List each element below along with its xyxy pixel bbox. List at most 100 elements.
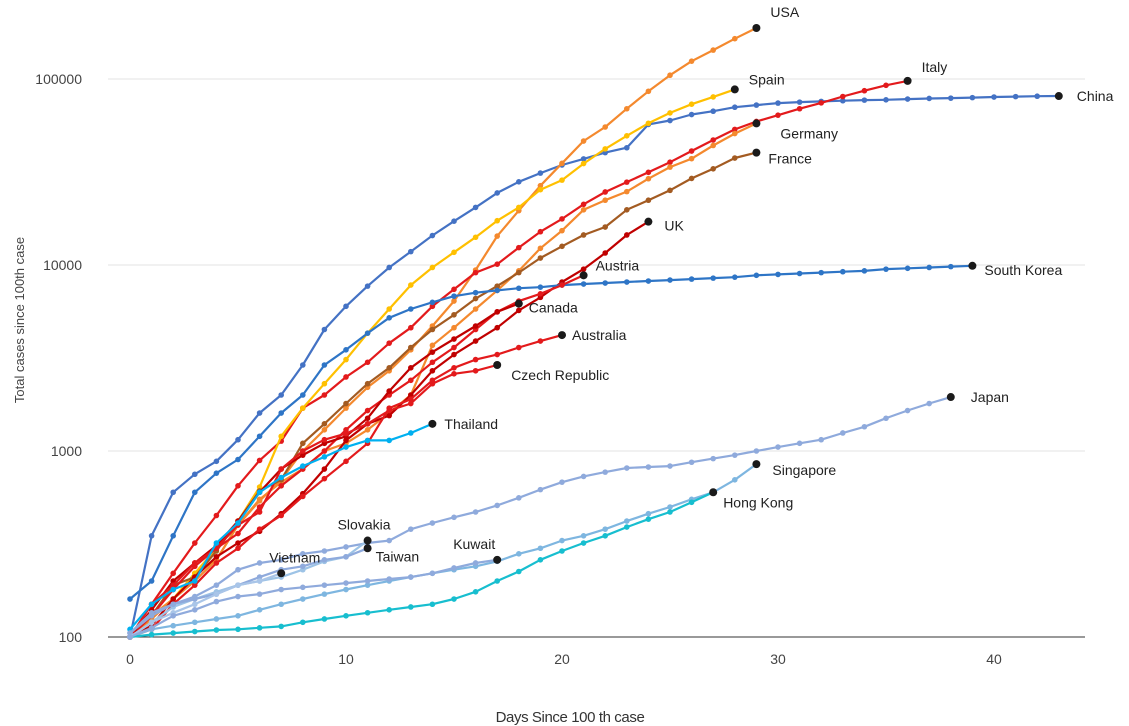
data-point	[516, 495, 522, 501]
data-point	[386, 315, 393, 321]
data-point	[710, 142, 716, 149]
data-point	[213, 470, 220, 476]
data-point	[364, 415, 371, 422]
data-point	[451, 286, 457, 293]
data-point	[148, 631, 155, 638]
data-point	[386, 264, 393, 271]
data-point	[645, 120, 652, 127]
data-point	[580, 156, 587, 162]
data-point	[408, 344, 414, 351]
data-point	[732, 35, 738, 42]
data-point	[753, 448, 760, 454]
data-point	[364, 427, 371, 433]
data-point	[321, 421, 328, 427]
data-point	[775, 271, 781, 278]
data-point	[300, 362, 306, 368]
data-point	[213, 598, 220, 605]
data-point	[861, 268, 868, 274]
series-end-point	[363, 544, 372, 553]
data-point	[278, 482, 285, 489]
data-point	[688, 175, 695, 182]
data-point	[559, 537, 565, 544]
series-labels: China USA Italy Spain Germany France UK South K…	[269, 4, 1113, 565]
data-point	[364, 283, 371, 289]
data-point	[537, 284, 544, 290]
data-point	[148, 601, 155, 608]
data-point	[127, 634, 133, 640]
series-label: Japan	[971, 389, 1009, 405]
data-point	[321, 448, 328, 454]
data-point	[235, 566, 241, 573]
series-end-point	[514, 299, 523, 308]
data-point	[775, 444, 781, 450]
data-point	[624, 524, 630, 530]
data-point	[472, 367, 479, 374]
series-end-point	[277, 569, 286, 578]
data-point	[429, 367, 436, 374]
data-point	[472, 588, 479, 595]
data-point	[624, 207, 630, 213]
data-point	[321, 454, 328, 460]
data-point	[343, 347, 349, 353]
series-label: China	[1077, 88, 1114, 104]
data-point	[818, 269, 824, 276]
data-point	[559, 216, 565, 222]
data-point	[818, 100, 824, 106]
data-point	[343, 586, 349, 593]
data-point	[170, 622, 176, 629]
data-point	[429, 380, 436, 387]
series-taiwan	[127, 544, 372, 636]
data-point	[624, 518, 630, 524]
data-point	[192, 582, 198, 588]
data-point	[602, 469, 608, 475]
data-point	[256, 489, 263, 496]
data-point	[235, 626, 241, 633]
data-point	[645, 516, 652, 522]
data-point	[321, 475, 328, 482]
data-point	[796, 440, 803, 447]
series-end-point	[903, 76, 912, 85]
data-point	[883, 415, 889, 422]
data-point	[472, 306, 479, 312]
data-point	[451, 371, 457, 377]
series-hong-kong	[127, 488, 718, 640]
series-label: Thailand	[444, 416, 498, 432]
data-point	[256, 625, 263, 631]
data-point	[710, 47, 716, 53]
data-point	[840, 93, 846, 100]
data-point	[1034, 93, 1040, 100]
data-point	[840, 268, 846, 275]
data-point	[688, 499, 695, 506]
data-point	[256, 433, 263, 440]
series-line	[128, 558, 499, 639]
data-point	[429, 601, 436, 608]
data-point	[537, 245, 544, 252]
data-point	[472, 338, 479, 344]
x-tick-label: 30	[770, 651, 786, 667]
data-point	[667, 277, 673, 283]
data-point	[192, 596, 198, 602]
data-point	[516, 269, 522, 276]
data-point	[343, 444, 349, 450]
data-point	[170, 630, 176, 636]
data-point	[688, 148, 695, 154]
y-tick-label: 100000	[35, 71, 82, 87]
data-point	[343, 544, 349, 550]
data-point	[343, 400, 349, 407]
data-point	[472, 295, 479, 302]
axis-ticks: 100 1000 10000 100000 0 10 20 30 40	[35, 71, 1002, 667]
data-point	[537, 186, 544, 193]
data-point	[451, 351, 457, 358]
data-point	[732, 104, 738, 111]
data-point	[580, 201, 587, 208]
data-point	[300, 448, 306, 454]
data-point	[408, 306, 414, 312]
data-point	[192, 607, 198, 613]
series-label: USA	[770, 4, 799, 20]
data-point	[278, 586, 285, 593]
data-point	[559, 282, 565, 288]
data-point	[429, 342, 436, 349]
data-point	[300, 584, 306, 591]
data-point	[559, 479, 565, 485]
data-point	[624, 188, 630, 195]
